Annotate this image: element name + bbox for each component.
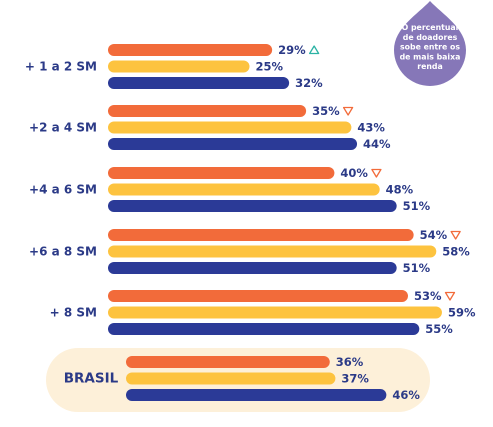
bar	[108, 44, 273, 56]
trend-up-icon	[308, 45, 320, 55]
bar	[108, 77, 290, 89]
bar	[108, 121, 352, 134]
callout-text-line: renda	[417, 62, 443, 71]
data-label: 58%	[442, 245, 470, 259]
category-label: +4 a 6 SM	[29, 183, 97, 197]
data-label: 25%	[256, 60, 284, 74]
category-row: +2 a 4 SM 35% 43% 44%	[29, 104, 391, 151]
bar	[126, 372, 336, 385]
data-label: 54%	[420, 228, 448, 242]
data-label: 53%	[414, 289, 442, 303]
category-label: + 8 SM	[50, 306, 97, 320]
callout-text-line: O percentual	[402, 23, 459, 32]
trend-down-icon	[371, 168, 382, 178]
callout-text-line: de doadores	[403, 33, 458, 42]
category-row: + 1 a 2 SM 29% 25% 32%	[25, 43, 323, 90]
bar	[108, 105, 307, 117]
category-label: +6 a 8 SM	[29, 245, 97, 259]
data-label: 32%	[295, 76, 323, 90]
callout-text-line: sobe entre os	[400, 43, 460, 52]
trend-down-icon	[444, 291, 456, 301]
data-label: 44%	[363, 137, 391, 151]
bar	[126, 389, 387, 401]
bar	[108, 200, 397, 212]
data-label: 48%	[386, 183, 414, 197]
category-row: + 8 SM 53% 59% 55%	[50, 289, 476, 336]
total-category-label: BRASIL	[64, 371, 119, 387]
data-label: 46%	[392, 388, 420, 402]
data-label: 37%	[341, 372, 369, 386]
bar	[108, 167, 335, 179]
bar	[126, 356, 330, 368]
category-label: +2 a 4 SM	[29, 121, 97, 135]
data-label: 55%	[425, 322, 453, 336]
trend-down-icon	[342, 106, 354, 116]
category-row: BRASIL 36% 37% 46%	[64, 355, 421, 402]
bar	[108, 262, 397, 274]
callout-bubble	[394, 1, 466, 86]
category-row: +6 a 8 SM 54% 58% 51%	[29, 228, 470, 275]
data-label: 43%	[357, 121, 385, 135]
bar	[108, 306, 442, 319]
category-label: + 1 a 2 SM	[25, 60, 97, 74]
category-row: +4 a 6 SM 40% 48% 51%	[29, 166, 431, 213]
data-label: 59%	[448, 306, 476, 320]
bar	[108, 183, 380, 196]
data-label: 29%	[278, 43, 306, 57]
data-label: 40%	[340, 166, 368, 180]
bar	[108, 290, 408, 302]
data-label: 51%	[403, 199, 431, 213]
trend-down-icon	[450, 230, 461, 240]
bar	[108, 323, 420, 335]
data-label: 51%	[403, 261, 431, 275]
data-label: 35%	[312, 104, 340, 118]
data-label: 36%	[336, 355, 364, 369]
bar	[108, 138, 358, 150]
callout-text-line: de mais baixa	[400, 52, 461, 61]
bar	[108, 60, 250, 73]
bar	[108, 229, 414, 241]
bar	[108, 245, 437, 258]
